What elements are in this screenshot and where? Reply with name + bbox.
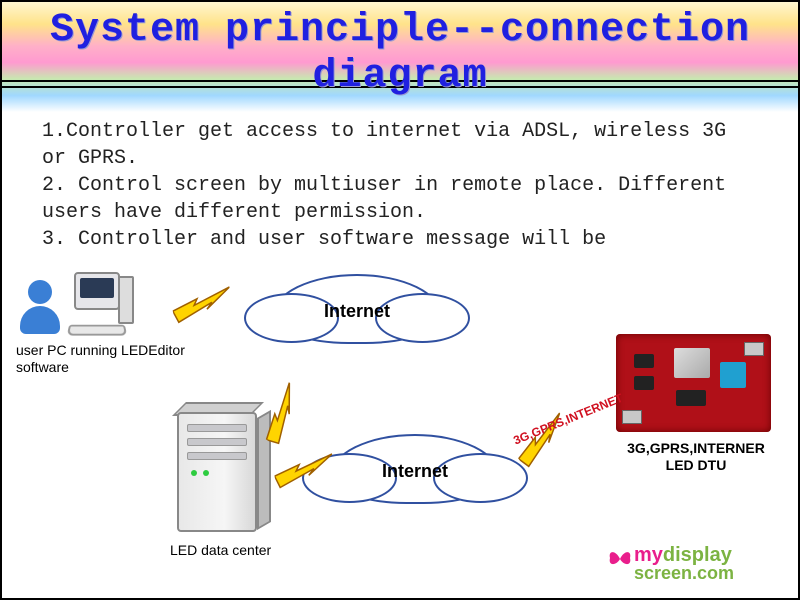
bolt-server-to-cloud2 (272, 446, 337, 494)
bullet-list: 1.Controller get access to internet via … (42, 118, 758, 253)
cloud-internet-2: Internet (330, 434, 500, 504)
user-icon (18, 280, 62, 336)
node-user-pc (18, 272, 136, 336)
watermark: mydisplay screen.com (634, 544, 734, 584)
cloud-internet-1: Internet (272, 274, 442, 344)
butterfly-icon (606, 548, 634, 570)
cloud-1-label: Internet (274, 301, 440, 322)
bullet-2: 2. Control screen by multiuser in remote… (42, 172, 758, 226)
label-user-pc: user PC running LEDEditor software (16, 342, 216, 376)
node-server (177, 412, 257, 532)
pcb-board-icon (616, 334, 771, 432)
pc-icon (66, 272, 136, 336)
page-title: System principle--connection diagram (2, 8, 798, 100)
bullet-3: 3. Controller and user software message … (42, 226, 758, 253)
cloud-2-label: Internet (332, 461, 498, 482)
label-pcb: 3G,GPRS,INTERNER LED DTU (606, 440, 786, 474)
bolt-user-to-cloud1 (169, 279, 235, 329)
label-server: LED data center (170, 542, 271, 559)
wm-screen: screen.com (634, 563, 734, 584)
node-pcb (616, 334, 771, 432)
bullet-1: 1.Controller get access to internet via … (42, 118, 758, 172)
